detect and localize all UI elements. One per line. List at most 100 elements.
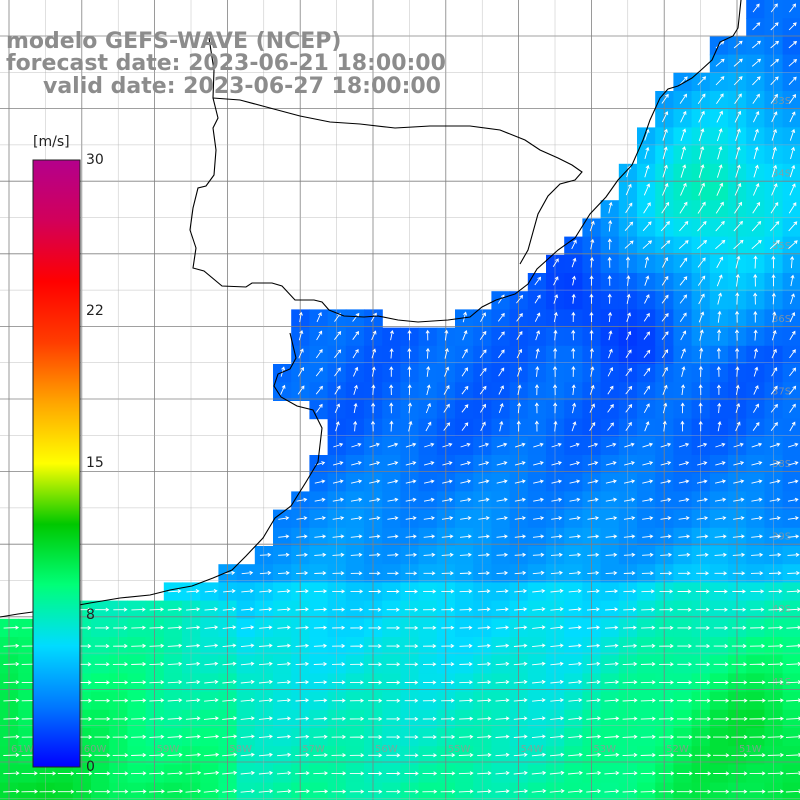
wind-arrow [643,367,651,377]
wind-arrow [731,771,748,776]
wind-arrow [461,422,469,431]
wind-arrow [731,789,748,794]
wind-arrow [625,183,632,196]
wind-arrow [297,385,305,395]
wind-arrow [389,348,394,359]
wind-arrow [771,146,777,160]
wind-arrow [605,516,618,521]
wind-arrow [607,256,612,268]
wind-arrow [331,680,346,685]
wind-arrow [477,661,492,667]
wind-arrow [204,679,219,684]
wind-arrow [349,789,365,794]
wind-arrow [749,680,766,685]
longitude-label: 56W [375,744,398,755]
wind-arrow [713,644,729,649]
wind-arrow [644,256,650,268]
wind-arrow [535,330,541,341]
wind-arrow [516,348,523,359]
wind-arrow [478,479,490,484]
wind-arrow [405,552,418,557]
wind-arrow [535,366,540,377]
wind-arrow [369,497,381,502]
wind-arrow [185,770,202,775]
wind-arrow [571,384,576,396]
wind-arrow [495,680,510,685]
wind-arrow [641,607,656,612]
wind-arrow [643,403,650,414]
wind-arrow [752,422,760,431]
wind-arrow [240,679,255,684]
wind-arrow [313,716,328,721]
wind-arrow [112,734,129,740]
wind-arrow [586,698,601,703]
wind-arrow [332,607,346,612]
wind-arrow [76,789,93,794]
wind-arrow [714,571,728,576]
wind-arrow [608,348,613,359]
wind-arrow [404,644,419,649]
wind-arrow [531,770,547,775]
wind-arrow [770,40,780,49]
wind-arrow [313,771,329,776]
wind-arrow [517,384,522,395]
wind-arrow [480,312,486,323]
wind-arrow [495,789,510,794]
wind-arrow [276,770,292,776]
wind-arrow [607,275,612,286]
wind-arrow [443,403,450,413]
wind-arrow [768,607,783,612]
wind-arrow [460,516,472,521]
wind-arrow [458,771,474,776]
wind-arrow [640,662,656,667]
wind-arrow [716,182,724,196]
wind-arrow [680,348,686,359]
wind-arrow [332,497,345,502]
wind-arrow [787,479,799,484]
wind-arrow [606,442,617,448]
wind-arrow [477,698,492,703]
wind-arrow [280,384,286,395]
wind-arrow [295,734,310,739]
wind-arrow [387,516,399,521]
wind-arrow [752,40,761,49]
wind-arrow [769,240,780,250]
wind-arrow [370,312,377,322]
wind-arrow [788,221,798,232]
wind-arrow [789,367,797,377]
wind-arrow [516,294,524,304]
wind-arrow [731,716,748,721]
wind-arrow [167,680,183,685]
wind-arrow [751,461,763,466]
wind-arrow [404,698,419,703]
wind-arrow [203,752,220,757]
wind-arrow [733,40,743,49]
title-valid-date: valid date: 2023-06-27 18:00:00 [43,74,441,99]
wind-arrow [623,589,637,594]
wind-arrow [513,789,529,794]
wind-arrow [625,385,633,395]
wind-arrow [149,698,165,703]
wind-arrow [387,552,399,557]
wind-arrow [698,146,705,160]
wind-arrow [549,770,565,775]
wind-arrow [551,534,563,539]
wind-arrow [296,552,308,557]
wind-arrow [551,442,562,448]
wind-arrow [405,516,417,521]
wind-arrow [662,384,668,395]
wind-arrow [662,402,668,414]
wind-cell [673,72,693,92]
wind-arrow [332,479,344,484]
wind-arrow [767,698,784,703]
wind-arrow [553,294,559,304]
wind-arrow [571,257,577,268]
wind-arrow [441,698,455,703]
wind-arrow [334,403,341,413]
wind-arrow [368,771,383,776]
wind-arrow [731,644,747,649]
wind-arrow [587,516,600,521]
wind-arrow [605,552,618,557]
wind-arrow [315,403,323,413]
wind-arrow [695,644,711,649]
